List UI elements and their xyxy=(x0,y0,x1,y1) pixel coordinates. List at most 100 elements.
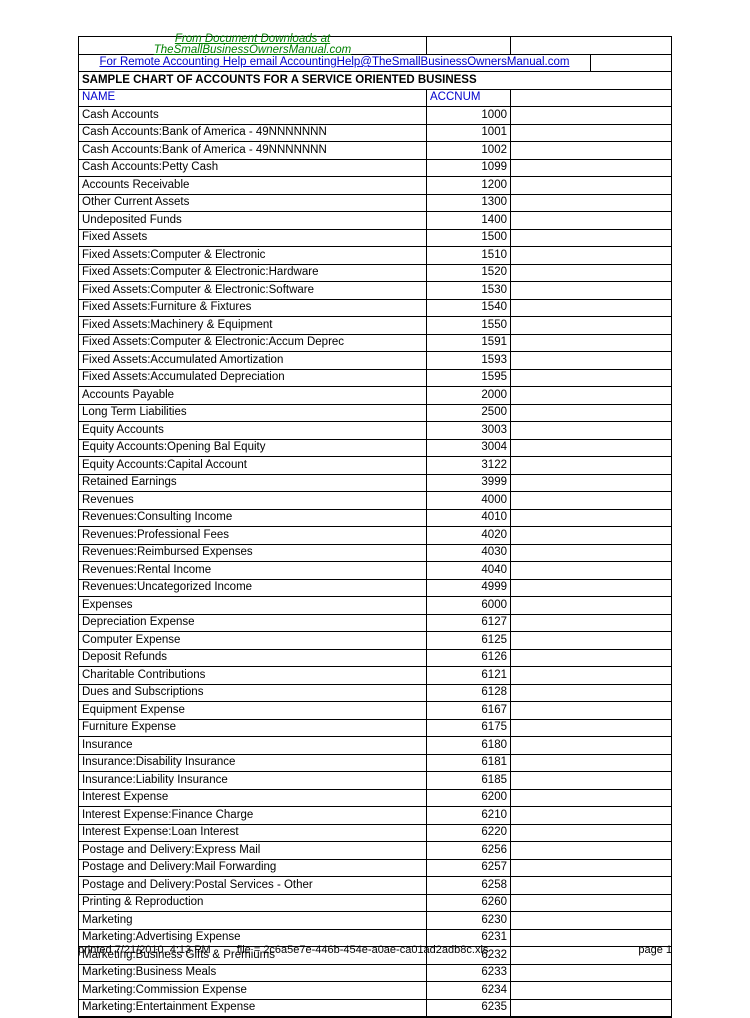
empty-cell xyxy=(511,457,671,475)
empty-cell xyxy=(511,702,671,720)
table-row: Postage and Delivery:Mail Forwarding6257 xyxy=(79,860,671,878)
account-number-cell: 6220 xyxy=(427,825,511,843)
account-name-cell: Accounts Receivable xyxy=(79,177,427,195)
empty-cell xyxy=(511,982,671,1000)
empty-cell xyxy=(511,825,671,843)
table-row: Dues and Subscriptions6128 xyxy=(79,685,671,703)
account-name-cell: Furniture Expense xyxy=(79,720,427,738)
table-row: Accounts Receivable1200 xyxy=(79,177,671,195)
empty-cell xyxy=(511,842,671,860)
account-number-cell: 4999 xyxy=(427,580,511,598)
account-name-cell: Expenses xyxy=(79,597,427,615)
table-row: Equity Accounts:Capital Account3122 xyxy=(79,457,671,475)
table-row: Fixed Assets:Furniture & Fixtures1540 xyxy=(79,300,671,318)
empty-cell xyxy=(511,282,671,300)
col-header-name: NAME xyxy=(79,90,427,108)
account-number-cell: 6185 xyxy=(427,772,511,790)
empty-cell xyxy=(511,405,671,423)
account-number-cell: 6258 xyxy=(427,877,511,895)
table-row: Other Current Assets1300 xyxy=(79,195,671,213)
column-header-row: NAME ACCNUM xyxy=(79,90,671,108)
empty-cell xyxy=(511,807,671,825)
empty-cell xyxy=(511,877,671,895)
account-name-cell: Long Term Liabilities xyxy=(79,405,427,423)
empty-cell xyxy=(511,440,671,458)
account-number-cell: 1099 xyxy=(427,160,511,178)
empty-cell xyxy=(511,632,671,650)
empty-cell xyxy=(591,55,671,73)
account-name-cell: Revenues:Rental Income xyxy=(79,562,427,580)
account-number-cell: 3003 xyxy=(427,422,511,440)
account-number-cell: 3999 xyxy=(427,475,511,493)
account-name-cell: Marketing:Business Meals xyxy=(79,965,427,983)
account-number-cell: 1593 xyxy=(427,352,511,370)
account-name-cell: Cash Accounts:Bank of America - 49NNNNNN… xyxy=(79,125,427,143)
sheet-title: SAMPLE CHART OF ACCOUNTS FOR A SERVICE O… xyxy=(79,72,671,90)
table-row: Computer Expense6125 xyxy=(79,632,671,650)
account-number-cell: 1550 xyxy=(427,317,511,335)
empty-cell xyxy=(511,580,671,598)
empty-cell xyxy=(511,475,671,493)
account-number-cell: 3004 xyxy=(427,440,511,458)
account-name-cell: Fixed Assets:Computer & Electronic:Accum… xyxy=(79,335,427,353)
table-row: Fixed Assets:Machinery & Equipment1550 xyxy=(79,317,671,335)
empty-cell xyxy=(511,720,671,738)
title-row: SAMPLE CHART OF ACCOUNTS FOR A SERVICE O… xyxy=(79,72,671,90)
empty-cell xyxy=(511,895,671,913)
table-row: Deposit Refunds6126 xyxy=(79,650,671,668)
empty-cell xyxy=(511,1000,671,1018)
empty-cell xyxy=(511,37,671,55)
empty-cell xyxy=(511,300,671,318)
account-name-cell: Equipment Expense xyxy=(79,702,427,720)
empty-cell xyxy=(511,107,671,125)
account-name-cell: Revenues:Reimbursed Expenses xyxy=(79,545,427,563)
table-row: Insurance:Liability Insurance6185 xyxy=(79,772,671,790)
empty-cell xyxy=(511,790,671,808)
empty-cell xyxy=(511,142,671,160)
empty-cell xyxy=(511,212,671,230)
empty-cell xyxy=(511,230,671,248)
table-row: Printing & Reproduction6260 xyxy=(79,895,671,913)
col-header-accnum: ACCNUM xyxy=(427,90,511,108)
account-number-cell: 6128 xyxy=(427,685,511,703)
download-link[interactable]: From Document Downloads at TheSmallBusin… xyxy=(79,37,427,55)
footer-printed: printed 7/21/2010, 4:13 PM xyxy=(78,944,211,956)
account-number-cell: 1000 xyxy=(427,107,511,125)
account-name-cell: Equity Accounts:Capital Account xyxy=(79,457,427,475)
account-number-cell: 6167 xyxy=(427,702,511,720)
table-row: Cash Accounts:Bank of America - 49NNNNNN… xyxy=(79,142,671,160)
empty-cell xyxy=(511,650,671,668)
empty-cell xyxy=(511,265,671,283)
empty-cell xyxy=(511,667,671,685)
account-number-cell: 1591 xyxy=(427,335,511,353)
account-name-cell: Depreciation Expense xyxy=(79,615,427,633)
account-number-cell: 6210 xyxy=(427,807,511,825)
table-row: Cash Accounts1000 xyxy=(79,107,671,125)
account-number-cell: 6121 xyxy=(427,667,511,685)
empty-cell xyxy=(511,352,671,370)
account-number-cell: 4010 xyxy=(427,510,511,528)
accounting-help-link[interactable]: For Remote Accounting Help email Account… xyxy=(79,55,591,73)
account-name-cell: Other Current Assets xyxy=(79,195,427,213)
footer-page: page 1 xyxy=(638,944,672,956)
account-name-cell: Dues and Subscriptions xyxy=(79,685,427,703)
table-row: Equipment Expense6167 xyxy=(79,702,671,720)
account-name-cell: Marketing xyxy=(79,912,427,930)
table-row: Fixed Assets:Computer & Electronic:Softw… xyxy=(79,282,671,300)
table-row: Cash Accounts:Petty Cash1099 xyxy=(79,160,671,178)
account-name-cell: Fixed Assets:Computer & Electronic xyxy=(79,247,427,265)
table-row: Interest Expense6200 xyxy=(79,790,671,808)
account-number-cell: 6180 xyxy=(427,737,511,755)
empty-cell xyxy=(511,90,671,108)
account-name-cell: Fixed Assets:Accumulated Depreciation xyxy=(79,370,427,388)
table-row: Long Term Liabilities2500 xyxy=(79,405,671,423)
table-row: Insurance:Disability Insurance6181 xyxy=(79,755,671,773)
table-row: Furniture Expense6175 xyxy=(79,720,671,738)
account-number-cell: 4030 xyxy=(427,545,511,563)
account-name-cell: Marketing:Entertainment Expense xyxy=(79,1000,427,1018)
empty-cell xyxy=(511,737,671,755)
table-row: Expenses6000 xyxy=(79,597,671,615)
account-name-cell: Retained Earnings xyxy=(79,475,427,493)
account-name-cell: Insurance:Disability Insurance xyxy=(79,755,427,773)
table-row: Charitable Contributions6121 xyxy=(79,667,671,685)
